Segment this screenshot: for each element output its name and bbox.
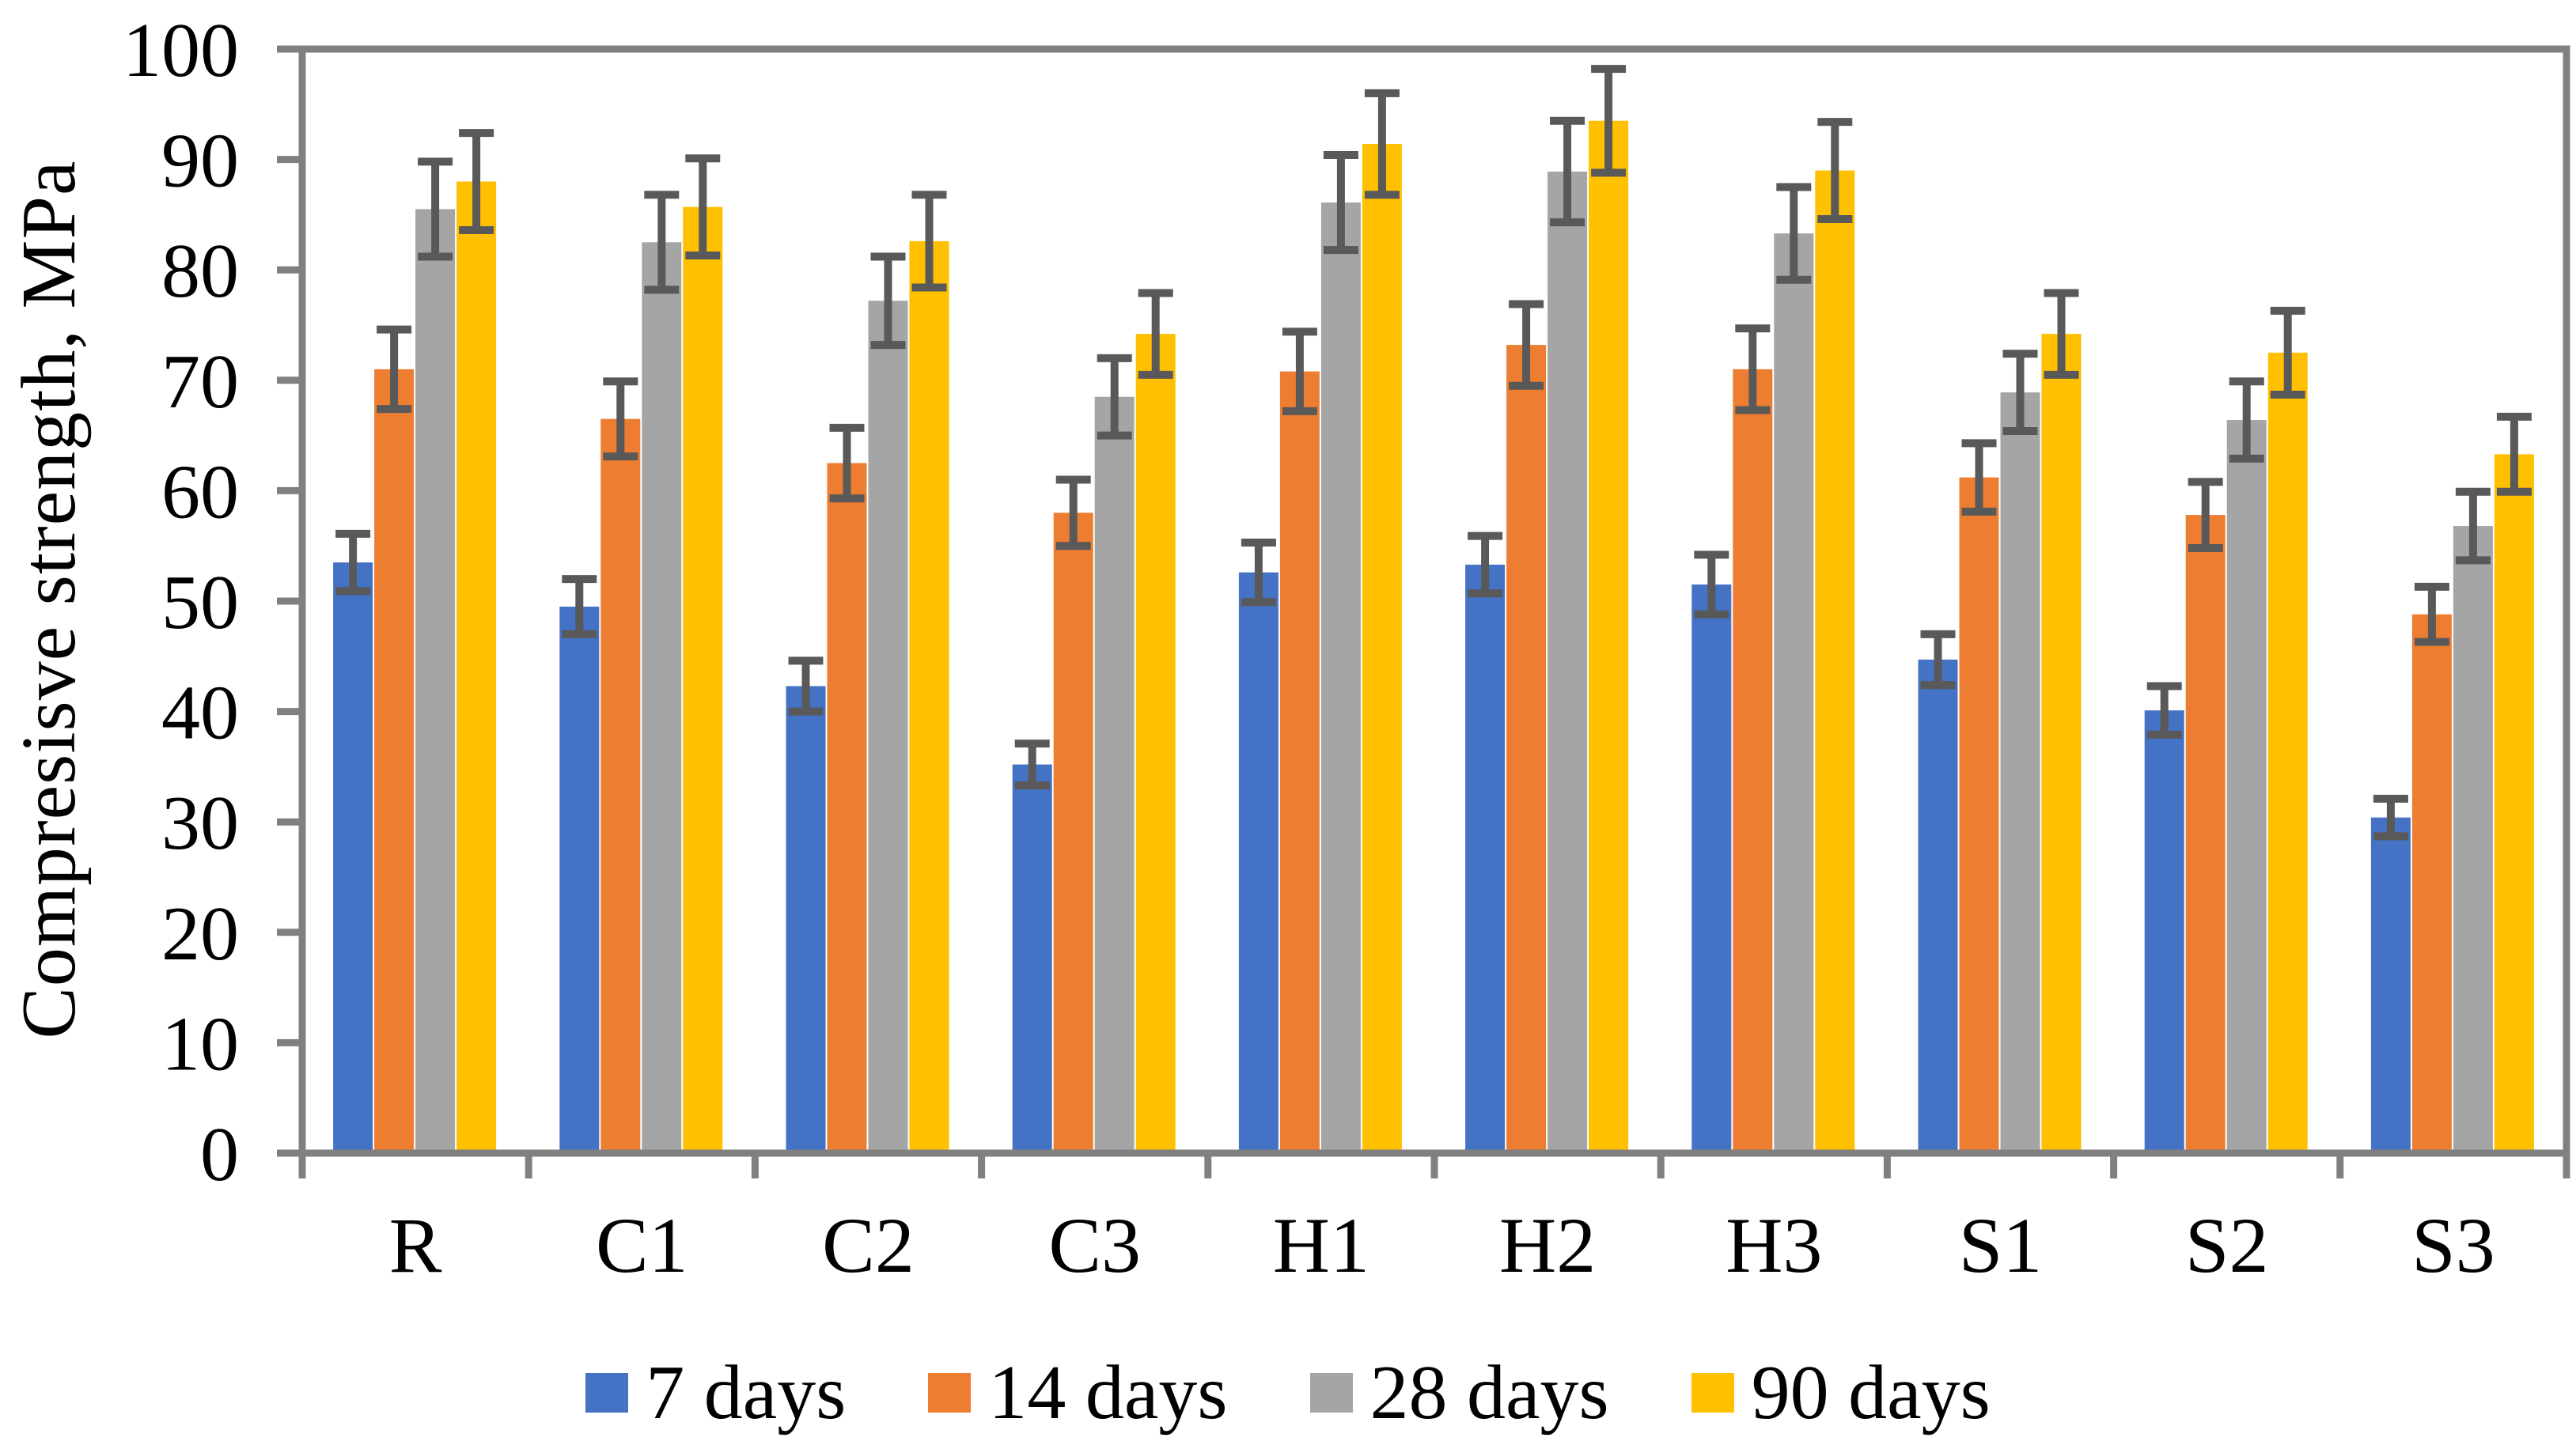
y-tick-label: 80 <box>161 229 239 314</box>
legend-swatch-28-days <box>1309 1373 1353 1413</box>
bar-C2-7-days <box>786 686 826 1153</box>
x-category-label-C1: C1 <box>596 1201 688 1289</box>
legend-swatch-90-days <box>1691 1373 1734 1413</box>
y-tick-label: 50 <box>161 560 239 645</box>
bar-S1-14-days <box>1959 477 1999 1153</box>
bar-C2-14-days <box>827 463 867 1153</box>
chart-plot-area: 0 10 20 30 40 50 60 70 80 90 100 R C1 C2 C3 H1 H2 H3 S1 S2 S… <box>123 8 2570 1289</box>
bar-S2-90-days <box>2267 352 2308 1153</box>
bar-H3-7-days <box>1691 584 1732 1153</box>
y-tick-label: 30 <box>161 781 239 866</box>
chart-legend: 7 days 14 days 28 days 90 days <box>0 1349 2576 1436</box>
bar-H3-90-days <box>1815 170 1855 1153</box>
bar-H1-14-days <box>1279 371 1320 1154</box>
bar-H1-90-days <box>1362 144 1402 1153</box>
bar-S3-28-days <box>2453 526 2493 1153</box>
bar-H3-14-days <box>1733 369 1773 1154</box>
legend-swatch-7-days <box>585 1373 629 1413</box>
bar-C3-90-days <box>1135 334 1176 1154</box>
bar-C1-7-days <box>559 606 600 1153</box>
y-tick-label: 40 <box>161 671 239 756</box>
y-tick-label: 100 <box>123 8 239 93</box>
bar-C3-28-days <box>1094 396 1135 1153</box>
bar-S1-90-days <box>2041 334 2082 1154</box>
x-category-label-S1: S1 <box>1959 1201 2043 1289</box>
bar-H1-7-days <box>1238 572 1279 1153</box>
y-tick-label: 0 <box>200 1112 239 1197</box>
bar-C3-7-days <box>1012 764 1052 1153</box>
legend-swatch-14-days <box>928 1373 972 1413</box>
legend-item-90-days: 90 days <box>1691 1354 1991 1432</box>
bar-H3-28-days <box>1774 233 1814 1154</box>
bar-H2-28-days <box>1547 171 1588 1153</box>
legend-label: 28 days <box>1369 1350 1609 1436</box>
bar-S3-90-days <box>2494 454 2534 1153</box>
y-tick-label: 90 <box>161 119 239 204</box>
bar-H2-90-days <box>1589 120 1629 1154</box>
x-category-label-S3: S3 <box>2411 1201 2495 1289</box>
bar-C1-14-days <box>600 418 641 1153</box>
x-category-label-H1: H1 <box>1273 1201 1369 1289</box>
legend-item-28-days: 28 days <box>1309 1350 1609 1436</box>
bar-S3-14-days <box>2411 614 2452 1153</box>
bar-R-14-days <box>374 369 415 1154</box>
bar-R-28-days <box>415 209 456 1153</box>
bar-R-90-days <box>456 181 497 1153</box>
bar-S1-7-days <box>1918 659 1958 1153</box>
y-tick-label: 10 <box>161 1001 239 1087</box>
bar-H2-7-days <box>1465 564 1506 1153</box>
x-category-label-C3: C3 <box>1048 1201 1141 1289</box>
plot-border <box>298 45 2570 1157</box>
legend-label: 90 days <box>1751 1350 1991 1436</box>
bar-S2-28-days <box>2226 420 2267 1153</box>
legend-item-14-days: 14 days <box>928 1350 1228 1436</box>
bar-H2-14-days <box>1506 345 1547 1153</box>
x-category-label-S2: S2 <box>2185 1201 2269 1289</box>
bar-C2-28-days <box>868 301 908 1154</box>
legend-label: 7 days <box>646 1350 847 1436</box>
x-category-label-C2: C2 <box>822 1201 915 1289</box>
bar-S1-28-days <box>2000 392 2040 1153</box>
bar-C3-14-days <box>1053 513 1093 1153</box>
legend-label: 14 days <box>988 1350 1228 1436</box>
bar-C1-90-days <box>683 206 723 1154</box>
bar-S3-7-days <box>2370 817 2411 1153</box>
bar-S2-14-days <box>2185 515 2226 1153</box>
x-category-label-H3: H3 <box>1726 1201 1822 1289</box>
bar-C2-90-days <box>909 240 949 1153</box>
bar-S2-7-days <box>2144 710 2184 1153</box>
bar-R-7-days <box>333 562 373 1153</box>
legend-item-7-days: 7 days <box>585 1354 846 1432</box>
x-category-label-H2: H2 <box>1499 1201 1596 1289</box>
y-tick-label: 60 <box>161 449 239 535</box>
y-tick-label: 70 <box>161 339 239 425</box>
y-tick-label: 20 <box>161 891 239 977</box>
bar-H1-28-days <box>1320 202 1361 1154</box>
bar-C1-28-days <box>642 242 682 1153</box>
x-category-label-R: R <box>389 1201 442 1289</box>
